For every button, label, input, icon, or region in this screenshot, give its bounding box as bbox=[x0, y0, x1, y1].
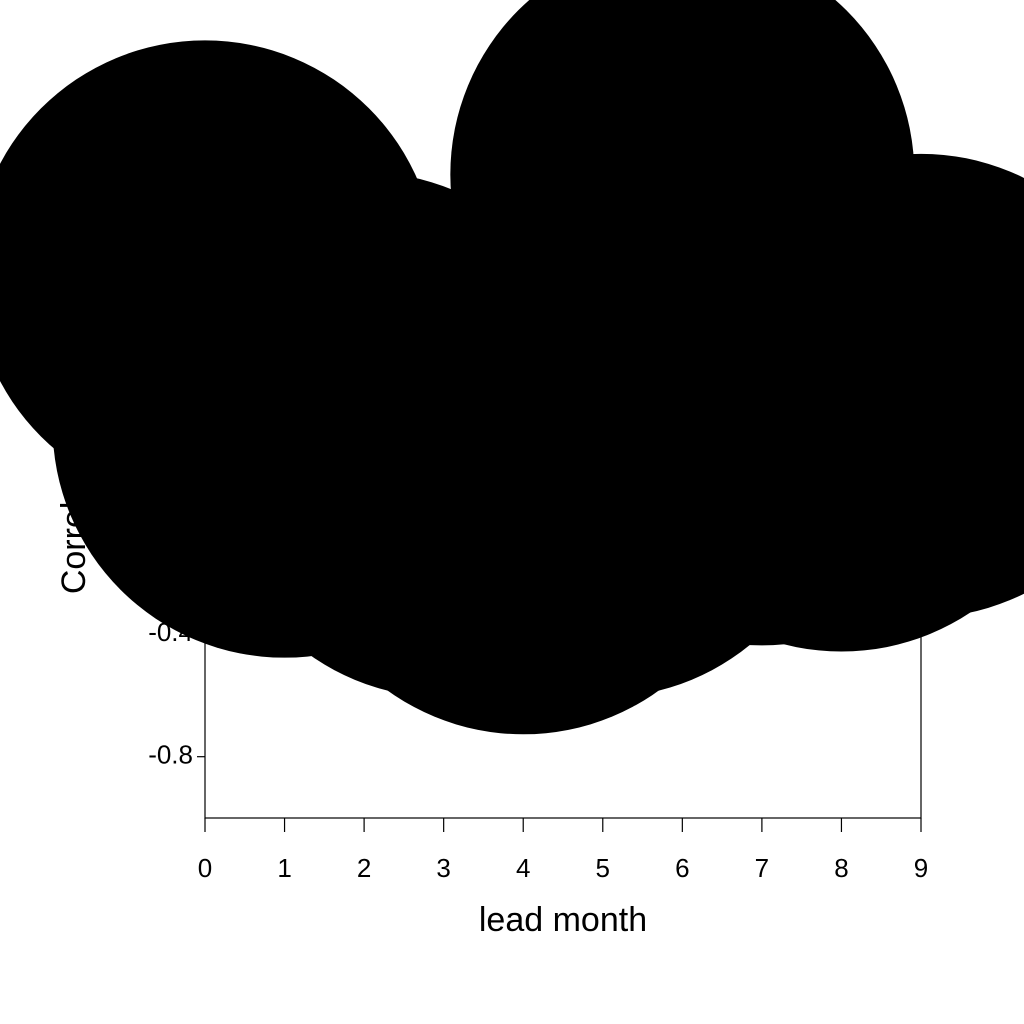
x-tick-label: 8 bbox=[834, 853, 848, 883]
x-tick-label: 5 bbox=[596, 853, 610, 883]
x-tick-label: 4 bbox=[516, 853, 530, 883]
x-tick-label: 2 bbox=[357, 853, 371, 883]
x-tick-label: 9 bbox=[914, 853, 928, 883]
x-axis-label: lead month bbox=[479, 901, 647, 939]
y-tick-label: -0.8 bbox=[148, 740, 193, 770]
x-tick-label: 1 bbox=[277, 853, 291, 883]
x-tick-label: 6 bbox=[675, 853, 689, 883]
marker bbox=[689, 153, 1024, 618]
x-tick-label: 3 bbox=[436, 853, 450, 883]
x-tick-label: 0 bbox=[198, 853, 212, 883]
x-tick-label: 7 bbox=[755, 853, 769, 883]
